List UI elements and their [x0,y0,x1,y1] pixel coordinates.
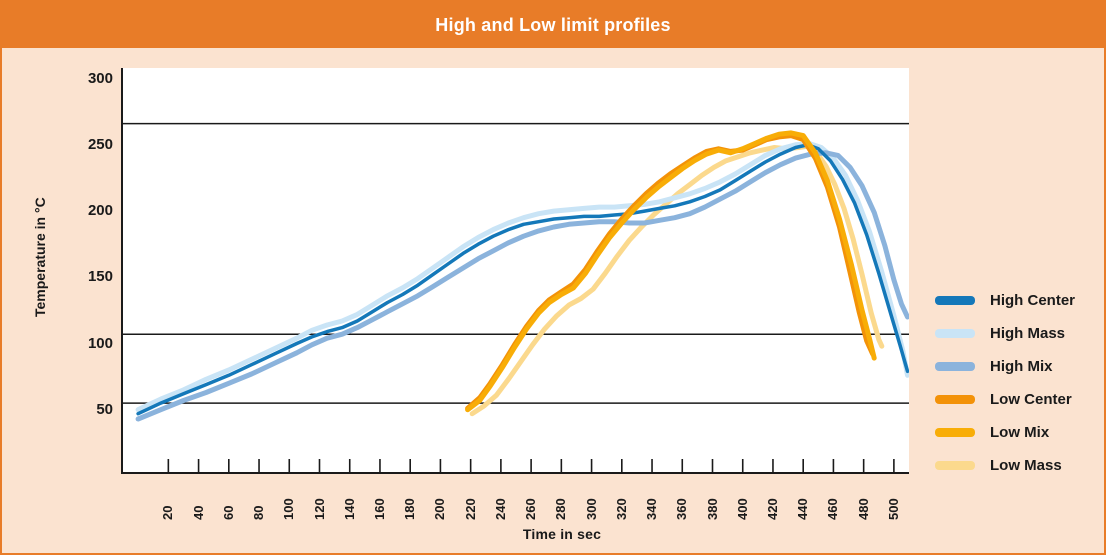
legend-item-high-mix: High Mix [935,350,1103,383]
chart-canvas [123,122,909,472]
plot-area [121,68,909,474]
chart-title-bar: High and Low limit profiles [2,2,1104,48]
x-tick-label-440: 440 [795,498,811,520]
x-tick-label-120: 120 [311,498,327,520]
legend-swatch-high-mass [935,329,975,338]
series-line-high-mass [135,141,909,413]
y-axis-title: Temperature in °C [32,197,48,317]
x-tick-label-200: 200 [432,498,448,520]
legend-swatch-low-mass [935,461,975,470]
x-tick-label-220: 220 [462,498,478,520]
x-tick-label-20: 20 [160,505,176,520]
y-tick-label-50: 50 [96,400,113,418]
x-tick-label-360: 360 [674,498,690,520]
x-tick-label-500: 500 [885,498,901,520]
x-tick-label-80: 80 [251,505,267,520]
x-tick-label-400: 400 [734,498,750,520]
x-tick-label-300: 300 [583,498,599,520]
x-tick-label-40: 40 [190,505,206,520]
x-tick-label-100: 100 [281,498,297,520]
y-tick-label-300: 300 [87,69,113,87]
x-tick-label-160: 160 [371,498,387,520]
legend-label-low-mix: Low Mix [990,424,1050,441]
x-tick-label-420: 420 [764,498,780,520]
x-tick-label-260: 260 [523,498,539,520]
x-axis-title: Time in sec [522,526,602,542]
y-tick-label-250: 250 [87,135,113,153]
series-line-high-mix [135,150,909,422]
x-tick-label-240: 240 [492,498,508,520]
chart-title: High and Low limit profiles [435,14,671,35]
x-tick-label-140: 140 [341,498,357,520]
x-tick-label-480: 480 [855,498,871,520]
x-tick-label-280: 280 [553,498,569,520]
x-tick-label-340: 340 [644,498,660,520]
y-tick-label-150: 150 [87,268,113,286]
legend-swatch-high-mix [935,362,975,371]
y-tick-label-200: 200 [87,202,113,220]
legend-item-high-mass: High Mass [935,317,1103,350]
series-line-high-center [136,143,909,416]
legend-label-high-center: High Center [990,292,1076,309]
x-tick-label-380: 380 [704,498,720,520]
series-line-low-mix [465,130,877,413]
legend-label-low-mass: Low Mass [990,457,1062,474]
series-line-low-mass [469,143,885,417]
legend-swatch-low-center [935,395,975,404]
legend-label-low-center: Low Center [990,391,1072,408]
legend-item-high-center: High Center [935,284,1103,317]
legend-label-high-mass: High Mass [990,325,1066,342]
legend-item-low-mix: Low Mix [935,416,1103,449]
legend: High Center High Mass High Mix Low Center Lo… [935,284,1103,482]
x-tick-label-320: 320 [613,498,629,520]
legend-swatch-low-mix [935,428,975,437]
y-tick-label-100: 100 [87,334,113,352]
legend-item-low-mass: Low Mass [935,449,1103,482]
legend-swatch-high-center [935,296,975,305]
legend-item-low-center: Low Center [935,383,1103,416]
x-tick-label-460: 460 [825,498,841,520]
x-tick-label-180: 180 [402,498,418,520]
legend-label-high-mix: High Mix [990,358,1053,375]
x-tick-label-60: 60 [220,505,236,520]
